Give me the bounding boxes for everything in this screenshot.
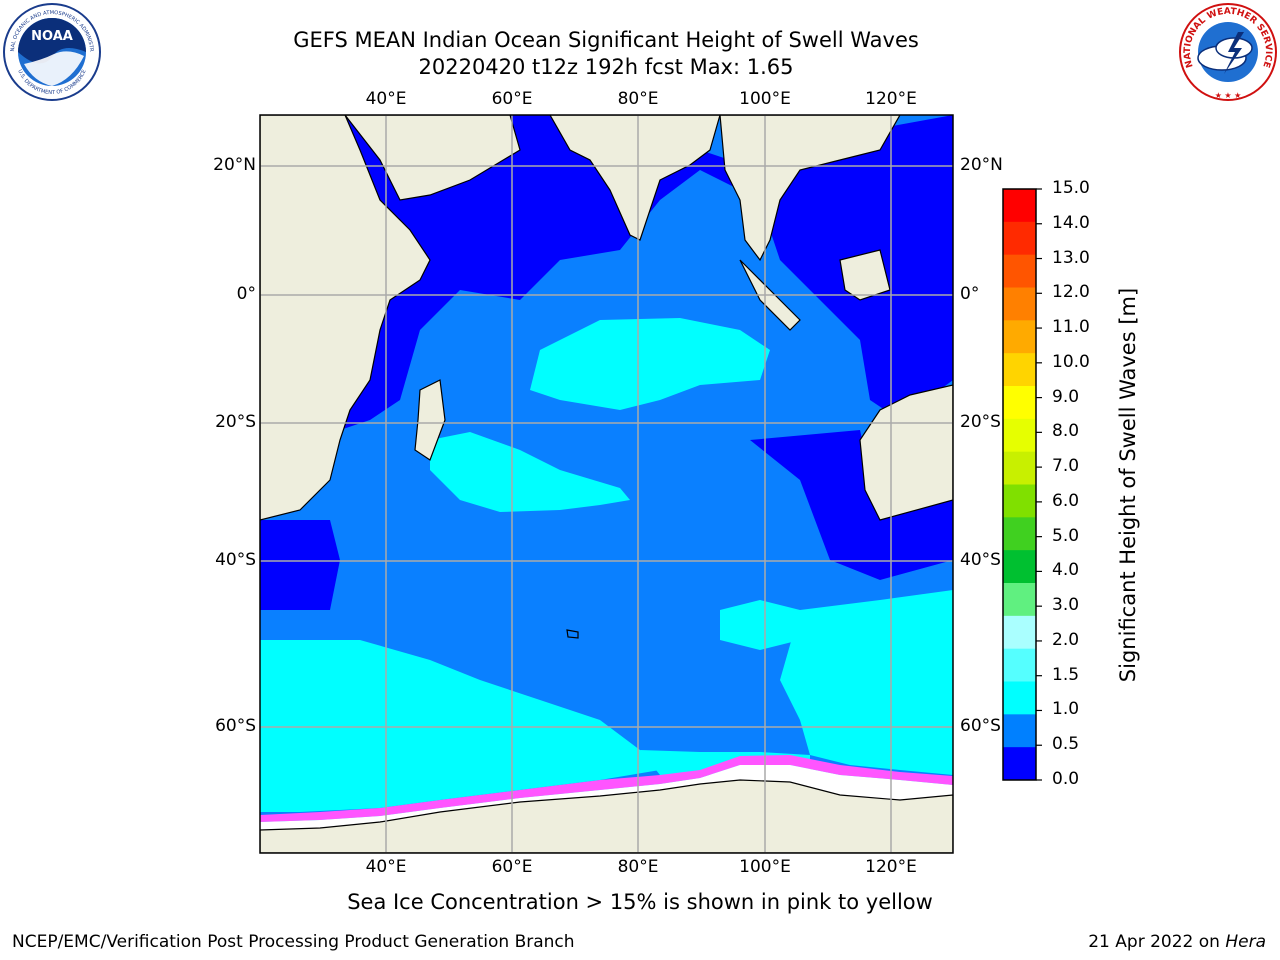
colorbar (1003, 188, 1042, 781)
swell-high-southwest (260, 640, 660, 812)
colorbar-tick-label: 15.0 (1052, 178, 1090, 198)
colorbar-tick-label: 9.0 (1052, 386, 1080, 407)
lat-tick-right: 20°N (960, 155, 1003, 175)
footer-credit: NCEP/EMC/Verification Post Processing Pr… (12, 932, 575, 952)
colorbar-tick-label: 0.0 (1052, 769, 1080, 789)
land-antarctica (260, 779, 953, 853)
lon-tick-top: 100°E (739, 89, 791, 109)
noaa-center-text: NOAA (31, 29, 73, 44)
colorbar-segment (1003, 747, 1036, 781)
colorbar-segment (1003, 287, 1036, 321)
swell-high-central (530, 318, 770, 410)
colorbar-tick-label: 3.0 (1052, 595, 1080, 616)
nws-logo-icon: NATIONAL WEATHER SERVICE ★ ★ ★ (1179, 3, 1277, 101)
lon-tick-bottom: 80°E (617, 857, 659, 877)
land-australia (859, 384, 953, 521)
land-arabia (260, 115, 521, 201)
colorbar-segment (1003, 484, 1036, 518)
lon-tick-top: 120°E (865, 89, 917, 109)
footer-date: 21 Apr 2022 on Hera (1088, 932, 1266, 952)
lon-tick-bottom: 100°E (739, 857, 791, 877)
lat-tick-left: 0° (236, 284, 256, 304)
colorbar-segment (1003, 189, 1036, 223)
svg-text:★ ★ ★: ★ ★ ★ (1215, 91, 1242, 100)
noaa-logo-icon: NOAA NATIONAL OCEANIC AND ATMOSPHERIC AD… (2, 2, 101, 101)
lat-tick-left: 20°N (213, 155, 256, 175)
lat-tick-right: 0° (960, 284, 980, 304)
chart-title: GEFS MEAN Indian Ocean Significant Heigh… (293, 28, 919, 52)
colorbar-segment (1003, 418, 1036, 453)
lat-tick-left: 40°S (215, 550, 256, 570)
colorbar-segment (1003, 386, 1036, 420)
kerguelen-island (566, 629, 579, 639)
colorbar-tick-label: 14.0 (1052, 212, 1090, 233)
lon-tick-bottom: 60°E (491, 857, 533, 877)
lat-tick-right: 40°S (960, 550, 1001, 570)
colorbar-tick-label: 2.0 (1052, 629, 1080, 650)
colorbar-segment (1003, 615, 1036, 650)
colorbar-tick-label: 12.0 (1052, 282, 1090, 303)
colorbar-tick-label: 6.0 (1052, 490, 1080, 511)
colorbar-segment (1003, 550, 1036, 584)
colorbar-segment (1003, 320, 1036, 354)
lat-tick-left: 60°S (215, 716, 256, 736)
colorbar-segment (1003, 714, 1036, 748)
lon-tick-bottom: 40°E (365, 857, 407, 877)
lon-tick-bottom: 120°E (865, 857, 917, 877)
colorbar-tick-label: 13.0 (1052, 247, 1090, 268)
land-india (549, 115, 721, 241)
colorbar-segment (1003, 221, 1036, 256)
caption: Sea Ice Concentration > 15% is shown in … (347, 890, 933, 914)
colorbar-tick-label: 8.0 (1052, 421, 1080, 442)
map-plot-area (260, 115, 953, 853)
colorbar-frame (1002, 188, 1037, 781)
swell-high-southeast (780, 590, 953, 775)
lat-tick-right: 60°S (960, 716, 1001, 736)
colorbar-segment (1003, 353, 1036, 387)
lat-tick-right: 20°S (960, 412, 1001, 432)
colorbar-tick-label: 1.5 (1052, 664, 1080, 685)
colorbar-segment (1003, 254, 1036, 288)
colorbar-tick-label: 10.0 (1052, 351, 1090, 372)
map-grid (260, 115, 953, 853)
lon-tick-top: 60°E (491, 89, 533, 109)
lat-tick-left: 20°S (215, 412, 256, 432)
land-madagascar (414, 379, 446, 461)
colorbar-tick-label: 7.0 (1052, 456, 1080, 477)
colorbar-tick-label: 0.5 (1052, 734, 1080, 755)
colorbar-tick-label: 1.0 (1052, 699, 1080, 720)
map-frame (259, 114, 954, 854)
colorbar-segment (1003, 681, 1036, 715)
swell-high-west (430, 432, 630, 512)
colorbar-segment (1003, 648, 1036, 682)
lon-tick-top: 40°E (365, 89, 407, 109)
colorbar-tick-label: 4.0 (1052, 560, 1080, 581)
colorbar-segment (1003, 451, 1036, 485)
colorbar-tick-label: 5.0 (1052, 525, 1080, 546)
colorbar-segment (1003, 517, 1036, 551)
colorbar-segment (1003, 583, 1036, 617)
colorbar-tick-label: 11.0 (1052, 317, 1090, 338)
land-africa (260, 115, 431, 521)
chart-subtitle: 20220420 t12z 192h fcst Max: 1.65 (418, 55, 794, 79)
colorbar-label: Significant Height of Swell Waves [m] (1116, 287, 1140, 683)
lon-tick-top: 80°E (617, 89, 659, 109)
sea-ice-edge (260, 755, 953, 822)
